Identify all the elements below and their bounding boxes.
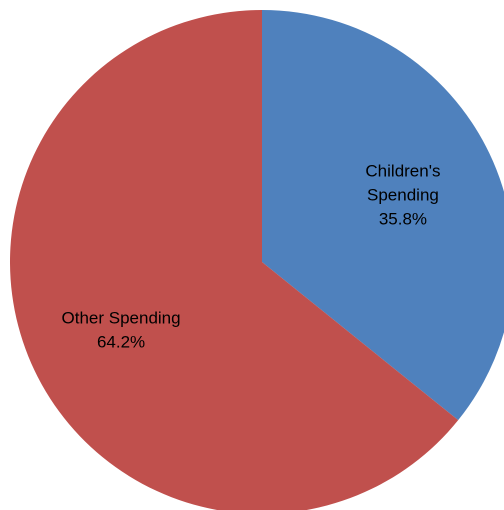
labels-layer: Children's Spending 35.8% Other Spending 64.… [62,162,441,352]
slices-layer [9,10,504,510]
slice-category-label: Children's [365,162,440,181]
slice-value-label: 35.8% [379,210,427,229]
pie-slice-1 [9,10,459,510]
slice-category-label: Spending [367,186,439,205]
slice-label-0: Children's Spending 35.8% [365,162,440,229]
slice-label-1: Other Spending 64.2% [62,308,181,351]
pie-slice-0 [262,10,504,421]
slice-category-label: Other Spending [62,308,181,327]
slice-value-label: 64.2% [97,332,145,351]
